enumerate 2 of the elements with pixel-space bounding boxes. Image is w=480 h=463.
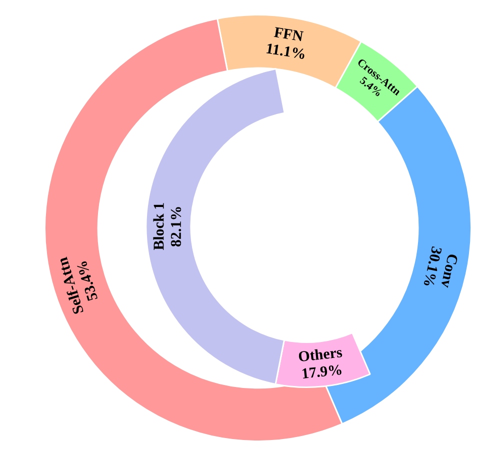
- data-label: 82.1%: [168, 206, 185, 247]
- slice-label: Block 1: [152, 202, 168, 250]
